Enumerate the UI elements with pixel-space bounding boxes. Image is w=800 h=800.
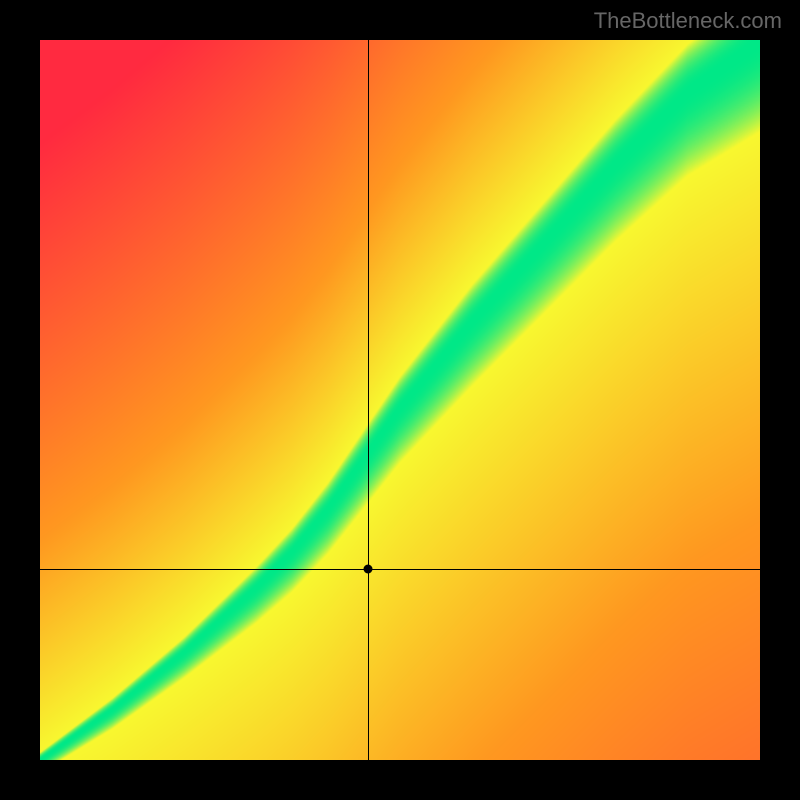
crosshair-dot [363, 565, 372, 574]
heatmap-plot [40, 40, 760, 760]
crosshair-horizontal [40, 569, 760, 570]
watermark-text: TheBottleneck.com [594, 8, 782, 34]
crosshair-vertical [368, 40, 369, 760]
heatmap-canvas [40, 40, 760, 760]
